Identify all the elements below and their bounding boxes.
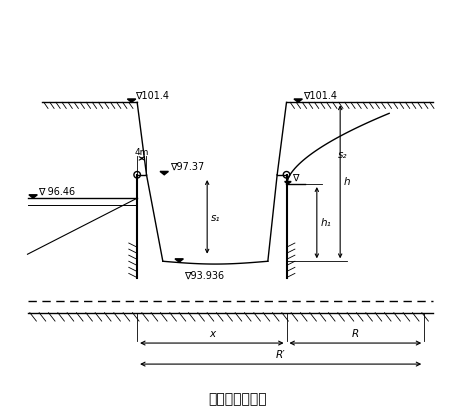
Text: 溌水量计算简图: 溌水量计算简图 [208,392,267,406]
Text: s₂: s₂ [338,150,347,161]
Text: s₁: s₁ [211,213,220,223]
Text: ∇97.37: ∇97.37 [170,162,204,172]
Polygon shape [29,195,38,198]
Polygon shape [285,181,291,184]
Text: R′: R′ [276,351,285,361]
Text: h₁: h₁ [321,218,332,228]
Text: ∇101.4: ∇101.4 [135,90,169,100]
Polygon shape [294,99,303,103]
Text: R: R [352,330,359,339]
Text: ∇101.4: ∇101.4 [303,90,337,100]
Text: ∇: ∇ [292,172,299,182]
Text: x: x [209,330,215,339]
Text: ∇ 96.46: ∇ 96.46 [38,186,75,196]
Text: ∇93.936: ∇93.936 [184,271,224,281]
Polygon shape [127,99,136,103]
Polygon shape [160,171,169,175]
Text: h: h [344,177,351,187]
Polygon shape [175,259,183,262]
Text: 4m: 4m [134,148,149,157]
